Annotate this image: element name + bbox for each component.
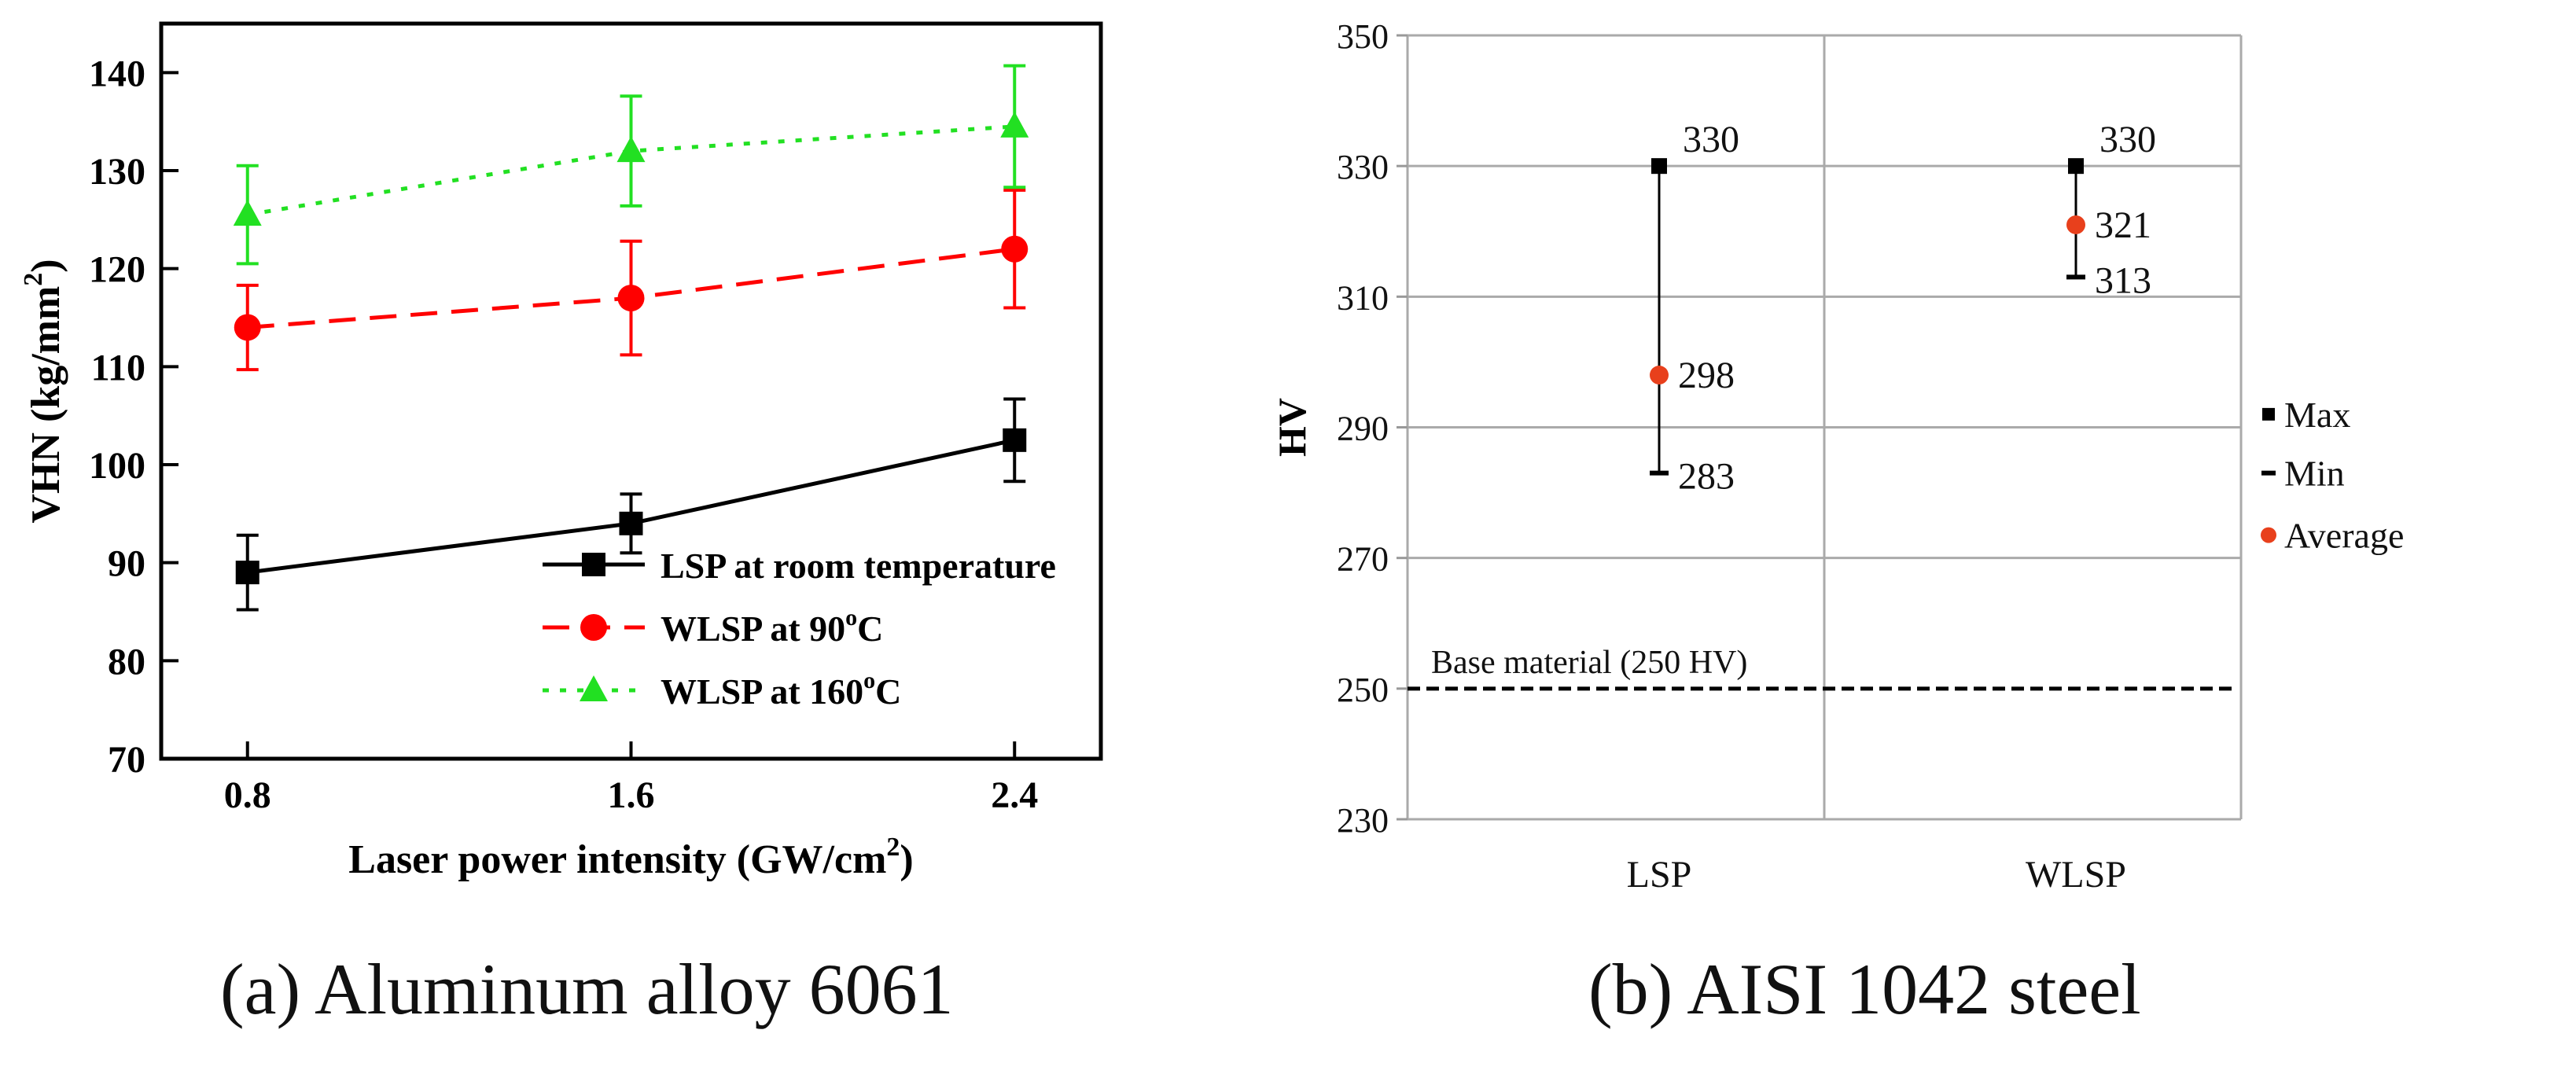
max-value-label: 330	[2099, 119, 2156, 160]
legend-item-min: Min	[2261, 454, 2345, 494]
y-tick-label: 110	[91, 347, 145, 388]
y-tick-label: 120	[89, 249, 145, 291]
legend-item: WLSP at 160oC	[543, 668, 901, 712]
average-marker	[2066, 215, 2085, 234]
y-tick-label: 80	[108, 641, 145, 682]
series-1	[235, 397, 1027, 612]
max-marker	[2068, 158, 2084, 175]
legend-label: Average	[2284, 516, 2404, 556]
y-tick-label: 130	[89, 151, 145, 193]
data-point	[619, 511, 643, 535]
y-tick-label: 290	[1337, 410, 1389, 448]
legend-marker	[580, 675, 608, 701]
min-value-label: 283	[1678, 456, 1735, 498]
min-marker	[2066, 274, 2085, 280]
data-point	[616, 136, 646, 163]
data-point	[1001, 235, 1029, 263]
y-tick-label: 250	[1337, 671, 1389, 709]
max-marker	[1651, 158, 1667, 175]
min-marker	[1650, 470, 1669, 476]
series-2	[234, 188, 1029, 372]
legend-item-max: Max	[2262, 395, 2350, 435]
legend-marker	[580, 614, 607, 641]
y-axis-label: HV	[1270, 398, 1314, 457]
y-tick-label: 350	[1337, 17, 1389, 56]
x-tick-label: 1.6	[608, 774, 655, 816]
reference-line-label: Base material (250 HV)	[1431, 645, 1747, 681]
min-value-label: 313	[2095, 259, 2151, 301]
y-tick-label: 230	[1337, 801, 1389, 840]
legend-marker	[2261, 527, 2276, 543]
average-marker	[1650, 366, 1669, 385]
caption-b: (b) AISI 1042 steel	[1588, 949, 2141, 1029]
legend-item-average: Average	[2261, 516, 2404, 556]
y-tick-label: 140	[89, 53, 145, 94]
legend-label: Min	[2284, 454, 2345, 494]
x-category-label: WLSP	[2026, 854, 2126, 896]
y-tick-label: 330	[1337, 148, 1389, 186]
legend-label: WLSP at 90oC	[661, 605, 883, 649]
series-3	[233, 64, 1029, 266]
y-tick-label: 270	[1337, 540, 1389, 579]
y-tick-label: 100	[89, 445, 145, 487]
legend-label: LSP at room temperature	[661, 546, 1056, 586]
legend-marker	[2262, 407, 2275, 421]
legend-label: Max	[2284, 395, 2350, 435]
x-category-label: LSP	[1627, 854, 1692, 896]
y-tick-label: 90	[108, 543, 145, 585]
x-tick-label: 0.8	[224, 774, 271, 816]
average-value-label: 321	[2095, 204, 2151, 246]
series-line	[247, 124, 1015, 217]
chart-aisi-steel: 230 250 270 290 310 330 350 HV LSP WLSP Base mater…	[1270, 17, 2404, 896]
caption-a: (a) Aluminum alloy 6061	[220, 949, 954, 1029]
max-value-label: 330	[1683, 119, 1739, 160]
average-value-label: 298	[1678, 355, 1735, 396]
x-axis-label: Laser power intensity (GW/cm2)	[348, 833, 913, 882]
data-point	[233, 200, 262, 226]
y-tick-label: 310	[1337, 278, 1389, 317]
x-tick-label: 2.4	[991, 774, 1038, 816]
legend-marker	[582, 553, 605, 576]
category-wlsp: 330 313 321	[2066, 119, 2156, 301]
data-point	[617, 285, 645, 312]
data-point	[235, 561, 259, 585]
y-tick-label: 70	[108, 739, 145, 781]
data-point	[234, 314, 261, 341]
data-point	[1003, 428, 1027, 452]
legend-item: WLSP at 90oC	[543, 605, 883, 649]
y-axis-label: VHN (kg/mm2)	[19, 259, 68, 523]
legend-label: WLSP at 160oC	[661, 668, 901, 712]
chart-aluminum-alloy: 70 80 90 100 110 120 130 140 0.8 1.6 2.4 Laser powe…	[19, 21, 1103, 882]
data-point	[1000, 111, 1029, 138]
category-lsp: 330 283 298	[1650, 119, 1739, 498]
legend-item: LSP at room temperature	[543, 546, 1056, 586]
legend-marker	[2261, 470, 2276, 476]
